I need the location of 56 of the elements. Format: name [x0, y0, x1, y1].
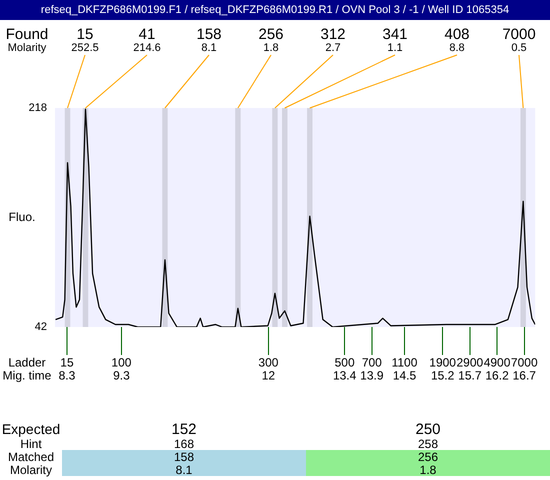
x-tick-label: 16.2 — [485, 368, 510, 383]
x-tick-label: 13.4 — [332, 368, 357, 383]
text: Ladder — [8, 355, 46, 370]
text: 1.8 — [306, 462, 550, 476]
text: 8.1 — [62, 462, 306, 476]
annotation: 8.1 — [201, 42, 217, 54]
text: 15 — [76, 26, 94, 44]
text: 15 — [60, 355, 74, 370]
text: 1900 — [429, 355, 456, 370]
text: 158 — [62, 450, 306, 464]
annotation: 252.5 — [71, 42, 99, 54]
annotation: 0.5 — [511, 42, 527, 54]
text: 341 — [382, 26, 408, 44]
annotation: 214.6 — [133, 42, 161, 54]
text: 256 — [258, 26, 284, 44]
y-tick-label: 42 — [34, 321, 47, 334]
y-tick-label: 218 — [28, 102, 47, 114]
annotation: 2.7 — [325, 42, 341, 54]
x-tick-label: 12 — [262, 368, 276, 383]
text: 500 — [334, 355, 355, 370]
x-tick-label: 16.7 — [512, 368, 536, 383]
text: Found — [6, 26, 48, 44]
text: 158 — [196, 26, 222, 44]
text: 4900 — [484, 355, 511, 370]
text: 100 — [111, 355, 132, 370]
text: 250 — [414, 420, 442, 438]
text: 256 — [306, 450, 550, 464]
text: Hint — [20, 436, 42, 450]
y-axis-title: Fluo. — [8, 210, 36, 224]
text: 168 — [172, 436, 196, 450]
text: 408 — [444, 26, 470, 44]
x-tick-label: 8.3 — [58, 368, 76, 383]
x-tick-label: 13.9 — [360, 368, 384, 383]
text: Expected — [0, 421, 62, 437]
x-tick-label: 15.2 — [430, 368, 455, 383]
text: 1100 — [392, 355, 418, 370]
text: 312 — [320, 26, 346, 44]
annotation: 8.8 — [449, 42, 465, 54]
text: 2900 — [456, 355, 484, 370]
x-axis-title: Mig. time — [2, 368, 52, 382]
text: Matched — [6, 450, 56, 464]
text: 7000 — [510, 355, 538, 370]
x-tick-label: 9.3 — [113, 368, 130, 383]
annotation: 1.1 — [387, 42, 403, 54]
text: 700 — [362, 355, 382, 370]
chart-title: refseq_DKFZP686M0199.F1 / refseq_DKFZP686M0199.R1 / OVN Pool 3 / -1 / Well ID 1065354 — [0, 0, 550, 20]
x-tick-label: 15.7 — [458, 368, 482, 383]
text: 152 — [170, 420, 198, 438]
text: 258 — [416, 436, 440, 450]
text: Molarity — [8, 42, 47, 54]
text: 300 — [258, 355, 279, 370]
text: 41 — [138, 26, 156, 44]
text: Molarity — [8, 462, 53, 476]
x-tick-label: 14.5 — [392, 368, 417, 383]
annotation: 1.8 — [263, 42, 279, 54]
text: 7000 — [502, 26, 536, 44]
